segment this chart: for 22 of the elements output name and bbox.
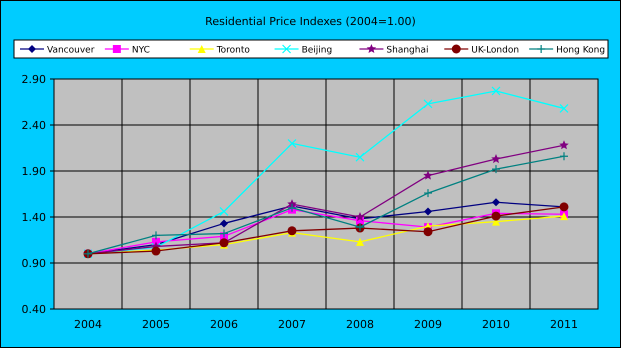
legend-label: Beijing [302,46,332,56]
legend-label: Vancouver [47,46,95,56]
x-tick-label: 2007 [278,318,306,331]
legend-label: Hong Kong [556,46,606,56]
y-tick-label: 0.40 [22,303,46,316]
x-tick-label: 2004 [74,318,102,331]
legend-label: Shanghai [386,46,429,56]
legend-label: UK-London [471,46,520,56]
x-tick-label: 2006 [210,318,238,331]
y-tick-label: 1.40 [22,211,46,224]
y-tick-label: 2.40 [22,119,46,132]
x-tick-label: 2011 [550,318,578,331]
legend-label: Toronto [216,46,250,56]
x-tick-label: 2005 [142,318,170,331]
x-tick-label: 2009 [414,318,442,331]
legend-label: NYC [132,46,150,56]
chart-title: Residential Price Indexes (2004=1.00) [205,15,416,28]
y-tick-label: 0.90 [22,257,46,270]
y-tick-label: 2.90 [22,73,46,86]
x-tick-label: 2010 [482,318,510,331]
x-tick-label: 2008 [346,318,374,331]
y-tick-label: 1.90 [22,165,46,178]
